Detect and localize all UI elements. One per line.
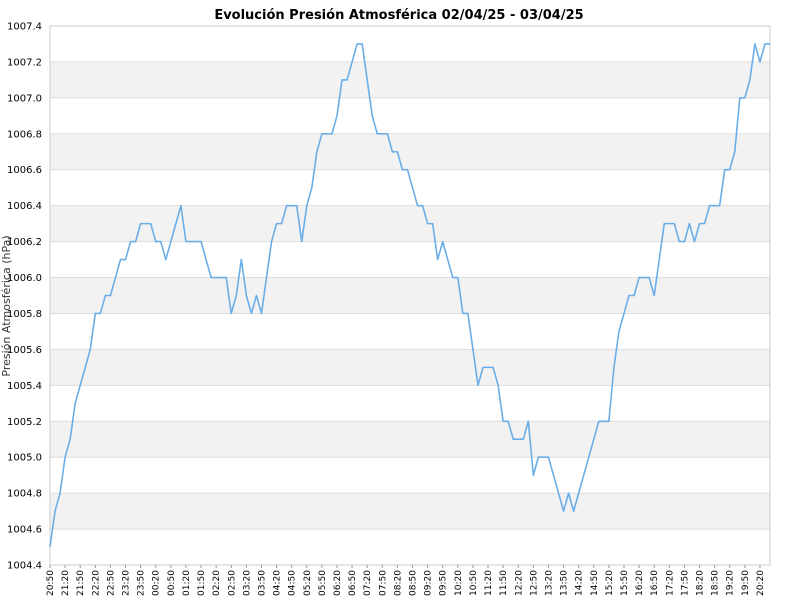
y-tick-label: 1007.4 <box>7 22 42 33</box>
y-tick-label: 1007.0 <box>7 93 42 104</box>
x-tick-label: 08:20 <box>393 570 403 596</box>
x-axis-ticks: 20:50 21:20 21:50 22:20 22:50 23:20 23:50 00:20… <box>46 565 766 596</box>
y-tick-label: 1005.2 <box>7 417 42 428</box>
x-tick-label: 21:50 <box>76 570 86 596</box>
x-tick-label: 09:50 <box>439 570 449 596</box>
chart-title: Evolución Presión Atmosférica 02/04/25 -… <box>214 8 583 23</box>
x-tick-label: 13:50 <box>560 570 570 596</box>
x-tick-label: 03:20 <box>242 570 252 596</box>
x-tick-label: 11:50 <box>499 570 509 596</box>
y-tick-label: 1004.8 <box>7 489 42 500</box>
x-tick-label: 13:20 <box>544 570 554 596</box>
y-tick-label: 1006.0 <box>7 273 42 284</box>
x-tick-label: 01:50 <box>197 570 207 596</box>
x-tick-label: 11:20 <box>484 570 494 596</box>
x-tick-label: 07:50 <box>378 570 388 596</box>
grid-band <box>50 205 770 242</box>
x-tick-label: 12:50 <box>529 570 539 596</box>
y-tick-label: 1006.4 <box>7 201 42 212</box>
x-tick-label: 16:50 <box>650 570 660 596</box>
y-tick-label: 1007.2 <box>7 57 42 68</box>
x-tick-label: 01:20 <box>182 570 192 596</box>
x-tick-label: 18:20 <box>696 570 706 596</box>
grid-band <box>50 277 770 314</box>
grid-band <box>50 349 770 386</box>
x-tick-label: 20:20 <box>756 570 766 596</box>
x-tick-label: 21:20 <box>61 570 71 596</box>
x-tick-label: 09:20 <box>424 570 434 596</box>
x-tick-label: 18:50 <box>711 570 721 596</box>
y-tick-label: 1004.6 <box>7 525 42 536</box>
x-tick-label: 23:50 <box>137 570 147 596</box>
x-tick-label: 10:50 <box>469 570 479 596</box>
grid-band <box>50 421 770 458</box>
x-tick-label: 20:50 <box>46 570 56 596</box>
y-tick-label: 1005.6 <box>7 345 42 356</box>
y-tick-label: 1006.2 <box>7 237 42 248</box>
y-tick-label: 1004.4 <box>7 561 42 572</box>
grid-band <box>50 61 770 98</box>
x-tick-label: 17:50 <box>680 570 690 596</box>
grid-band <box>50 133 770 170</box>
y-axis-ticks: 1004.4 1004.6 1004.8 1005.0 1005.2 1005.4 1005… <box>7 22 42 572</box>
x-tick-label: 02:20 <box>212 570 222 596</box>
y-tick-label: 1006.8 <box>7 129 42 140</box>
y-tick-label: 1006.6 <box>7 165 42 176</box>
y-tick-label: 1005.8 <box>7 309 42 320</box>
x-tick-label: 04:50 <box>288 570 298 596</box>
x-tick-label: 22:50 <box>106 570 116 596</box>
x-tick-label: 05:20 <box>303 570 313 596</box>
grid-band <box>50 493 770 530</box>
x-tick-label: 15:20 <box>605 570 615 596</box>
x-tick-label: 16:20 <box>635 570 645 596</box>
x-tick-label: 03:50 <box>257 570 267 596</box>
x-tick-label: 08:50 <box>409 570 419 596</box>
x-tick-label: 04:20 <box>273 570 283 596</box>
x-tick-label: 19:50 <box>741 570 751 596</box>
x-tick-label: 00:50 <box>167 570 177 596</box>
x-tick-label: 02:50 <box>227 570 237 596</box>
x-tick-label: 23:20 <box>122 570 132 596</box>
x-tick-label: 14:50 <box>590 570 600 596</box>
pressure-series-line <box>49 43 770 548</box>
grid-bands <box>50 61 770 530</box>
y-tick-label: 1005.0 <box>7 453 42 464</box>
x-tick-label: 00:20 <box>152 570 162 596</box>
y-tick-label: 1005.4 <box>7 381 42 392</box>
x-tick-label: 07:20 <box>363 570 373 596</box>
x-tick-label: 10:20 <box>454 570 464 596</box>
plot-area <box>49 25 771 566</box>
x-tick-label: 06:50 <box>348 570 358 596</box>
x-tick-label: 12:20 <box>514 570 524 596</box>
x-tick-label: 05:50 <box>318 570 328 596</box>
x-tick-label: 15:50 <box>620 570 630 596</box>
x-tick-label: 14:20 <box>575 570 585 596</box>
x-tick-label: 06:20 <box>333 570 343 596</box>
x-tick-label: 19:20 <box>726 570 736 596</box>
x-tick-label: 22:20 <box>91 570 101 596</box>
y-axis-label: Presión Atmosférica (hPa) <box>0 235 13 376</box>
x-tick-label: 17:20 <box>665 570 675 596</box>
grid-lines <box>50 25 770 566</box>
